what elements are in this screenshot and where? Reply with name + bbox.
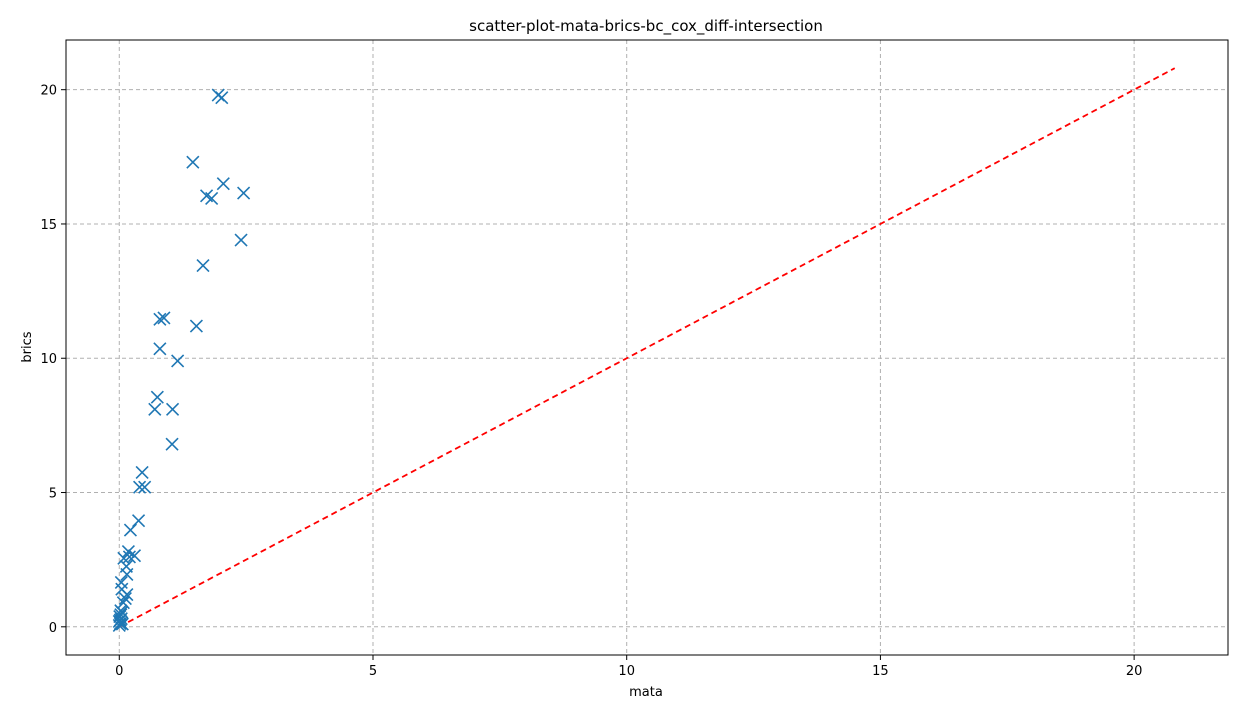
data-point <box>148 402 162 416</box>
data-point <box>153 342 167 356</box>
data-point <box>123 523 138 537</box>
data-point <box>116 596 130 610</box>
marker-stroke <box>196 259 210 273</box>
data-point <box>186 155 200 169</box>
x-tick-label: 10 <box>618 664 635 679</box>
y-axis-label: brics <box>20 331 35 362</box>
data-point <box>165 437 179 451</box>
marker-stroke <box>135 465 149 479</box>
data-point <box>119 559 133 573</box>
data-point <box>237 186 251 200</box>
marker-stroke <box>119 559 133 573</box>
marker-stroke <box>113 613 127 627</box>
marker-stroke <box>127 549 142 563</box>
marker-stroke <box>199 189 214 203</box>
y-tick-label: 5 <box>49 487 57 502</box>
data-point <box>171 354 185 368</box>
data-point <box>189 319 203 333</box>
marker-stroke <box>122 550 136 564</box>
marker-stroke <box>115 617 129 631</box>
marker-stroke <box>189 319 203 333</box>
data-point <box>133 480 147 494</box>
x-tick-label: 5 <box>369 664 377 679</box>
marker-stroke <box>205 191 219 206</box>
data-point <box>205 191 219 206</box>
data-point <box>165 402 180 416</box>
y-tick-label: 10 <box>40 352 57 367</box>
data-point <box>157 311 171 325</box>
marker-stroke <box>165 402 180 416</box>
chart-title: scatter-plot-mata-brics-bc_cox_diff-inte… <box>469 17 823 36</box>
marker-stroke <box>116 596 130 610</box>
data-point <box>122 550 136 564</box>
marker-stroke <box>186 155 200 169</box>
plot-frame <box>65 39 1229 656</box>
data-point <box>118 592 132 606</box>
data-point <box>121 545 135 559</box>
y-tick-label: 0 <box>49 621 57 636</box>
marker-stroke <box>171 354 185 368</box>
marker-stroke <box>216 177 230 191</box>
data-point <box>153 312 167 326</box>
marker-stroke <box>234 233 248 247</box>
y-tick-label: 15 <box>40 218 57 233</box>
marker-stroke <box>118 592 132 606</box>
y-tick-label: 20 <box>40 84 57 99</box>
data-point <box>114 604 128 618</box>
marker-stroke <box>138 480 152 494</box>
data-point <box>114 575 128 590</box>
x-tick-label: 0 <box>115 664 123 679</box>
marker-stroke <box>153 342 167 356</box>
marker-stroke <box>148 402 162 416</box>
y-axis: 0 5 10 15 20 <box>40 84 66 636</box>
data-point <box>131 514 146 528</box>
marker-stroke <box>165 437 179 451</box>
marker-stroke <box>123 523 138 537</box>
marker-stroke <box>215 91 229 105</box>
data-point <box>138 480 152 494</box>
data-point <box>127 549 142 563</box>
marker-stroke <box>133 480 147 494</box>
marker-stroke <box>121 545 135 559</box>
marker-stroke <box>115 582 129 596</box>
marker-stroke <box>153 312 167 326</box>
x-axis-label: mata <box>629 685 663 700</box>
data-point <box>135 465 149 479</box>
x-tick-label: 15 <box>872 664 889 679</box>
marker-stroke <box>114 575 128 590</box>
data-point <box>216 177 230 191</box>
marker-stroke <box>237 186 251 200</box>
data-point <box>234 233 248 247</box>
marker-stroke <box>150 390 164 404</box>
scatter-points <box>112 88 251 633</box>
marker-stroke <box>114 604 128 618</box>
reference-line-group <box>118 67 1176 628</box>
marker-stroke <box>113 617 127 631</box>
data-point <box>150 390 164 404</box>
x-axis: 0 5 10 15 20 <box>115 655 1142 679</box>
data-point <box>215 91 229 105</box>
grid-lines <box>66 40 1228 655</box>
x-tick-label: 20 <box>1126 664 1143 679</box>
reference-line <box>118 67 1176 628</box>
marker-stroke <box>157 311 171 325</box>
marker-stroke <box>131 514 146 528</box>
data-point <box>196 259 210 273</box>
data-point <box>115 617 129 631</box>
